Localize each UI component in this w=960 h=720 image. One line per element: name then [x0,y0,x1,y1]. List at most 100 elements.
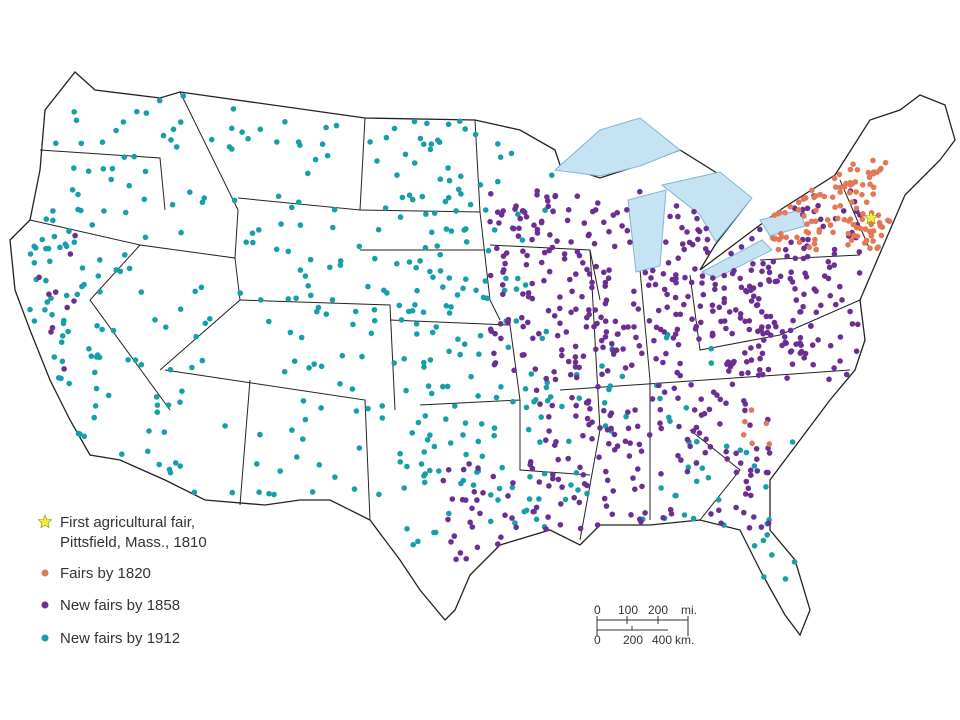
fair-dot [833,301,839,308]
fair-dot [765,264,772,271]
fair-dot [544,397,551,404]
fair-dot [599,371,605,378]
fair-dot [122,209,129,216]
fair-dot [71,165,77,171]
fair-dot [787,327,794,334]
fair-dot [142,234,149,241]
fair-dot [675,213,681,220]
fair-dot [815,202,821,209]
fair-dot [671,385,678,392]
fair-dot [100,166,107,172]
fair-dot [729,330,735,337]
fair-dot [472,131,479,138]
fair-dot [567,371,574,378]
fair-dot [623,413,629,420]
fair-dot [675,452,681,459]
fair-dot [764,532,770,538]
fair-dot [702,449,709,456]
fair-dot [337,262,344,268]
fair-dot [404,463,410,470]
fair-dot [813,246,819,253]
fair-dot [706,406,713,413]
fair-dot [558,501,564,507]
fair-dot [788,239,794,246]
fair-dot [698,319,704,326]
fair-dot [652,281,659,288]
fair-dot [434,243,441,249]
fair-dot [729,381,736,388]
fair-dot [437,251,444,258]
fair-dot [782,576,789,582]
scale-label-mi: 200 [648,603,668,617]
fair-dot [797,350,804,357]
fair-dot [767,313,774,320]
fair-dot [50,217,56,224]
great-lakes [553,117,806,279]
fair-dot [528,371,535,377]
fair-dot [222,423,228,429]
scale-label-mi: mi. [681,603,697,617]
fair-dot [422,413,429,419]
fair-dot [712,281,718,288]
fair-dot [737,311,744,317]
fair-dot [802,270,808,277]
fair-dot [748,357,755,363]
fair-dot [250,239,256,246]
fair-dot [547,394,554,400]
fair-dot [703,436,709,443]
fair-dot [356,243,363,250]
fair-dot [113,127,119,134]
fair-dot [421,449,428,455]
fair-dot [496,220,502,226]
fair-dot [848,199,855,205]
fair-dot [491,361,498,368]
fair-dot [468,373,474,380]
fair-dot [677,360,683,367]
fair-dot [843,180,849,187]
fair-dot [764,329,771,336]
fair-dot [697,303,704,310]
fair-dot [168,137,174,143]
fair-dot [826,376,832,383]
fair-dot [716,507,722,514]
fair-dot [834,215,841,222]
fair-dot [607,383,614,389]
fair-dot [745,370,751,376]
fair-dot [431,443,438,450]
fair-dot [487,218,493,225]
fair-dot [94,323,100,329]
fair-dot [544,194,550,200]
fair-dot [585,232,592,239]
fair-dot [850,161,856,167]
fair-dot [515,211,521,217]
fair-dot [854,167,861,173]
fair-dot [493,394,500,401]
fair-dot [631,324,637,330]
fair-dot [679,224,685,231]
fair-dot [469,505,475,512]
fair-dot [421,359,427,366]
fair-dot [559,403,565,410]
fair-dot [756,296,762,302]
fair-dot [163,324,169,331]
scale-label-mi: 100 [618,603,638,617]
fair-dot [859,182,866,188]
fair-dot [323,124,329,131]
fair-dot [375,226,382,233]
fair-dot [71,298,77,304]
fair-dot [538,219,545,226]
fair-dot [766,441,773,447]
fair-dot [642,510,648,516]
fair-dot [742,407,748,414]
fair-dot [564,217,571,224]
fair-dot [510,480,516,486]
fair-dot [440,284,446,290]
fair-dot [840,208,847,214]
fair-dot [350,321,356,328]
fair-dot [99,326,105,333]
fair-dot [531,398,537,405]
fair-dot [845,218,852,224]
fair-dot [523,261,530,268]
fair-dot [766,450,773,456]
fair-dot [477,182,484,188]
